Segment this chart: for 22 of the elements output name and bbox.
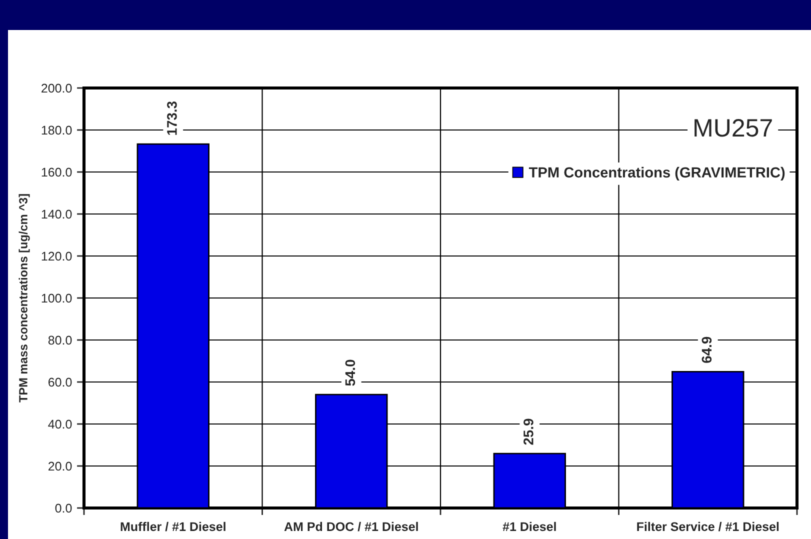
data-label: 64.9 — [702, 336, 712, 363]
y-tick-label: 60.0 — [48, 378, 72, 387]
y-tick-label: 0.0 — [55, 504, 72, 513]
y-tick-label: 100.0 — [42, 294, 72, 303]
y-tick-label: 20.0 — [48, 462, 72, 471]
y-tick-label: 200.0 — [42, 84, 72, 93]
data-label: 173.3 — [167, 101, 177, 135]
x-tick-label: Muffler / #1 Diesel — [120, 522, 226, 532]
data-label: 54.0 — [345, 360, 356, 386]
x-tick-label: AM Pd DOC / #1 Diesel — [284, 522, 418, 532]
y-tick-label: 160.0 — [42, 168, 72, 177]
y-tick-label: 120.0 — [42, 252, 72, 261]
y-tick-label: 140.0 — [42, 210, 72, 219]
y-tick-label: 180.0 — [42, 126, 72, 135]
annotation: MU257 — [694, 119, 772, 137]
x-tick-label: #1 Diesel — [502, 522, 556, 532]
y-axis-title: TPM mass concentrations [ug/cm ^3] — [18, 194, 30, 402]
data-label: 25.9 — [524, 418, 534, 445]
y-tick-label: 40.0 — [48, 420, 72, 429]
legend-label: TPM Concentrations (GRAVIMETRIC) — [528, 166, 785, 180]
x-tick-label: Filter Service / #1 Diesel — [637, 522, 779, 532]
y-tick-label: 80.0 — [48, 336, 72, 345]
